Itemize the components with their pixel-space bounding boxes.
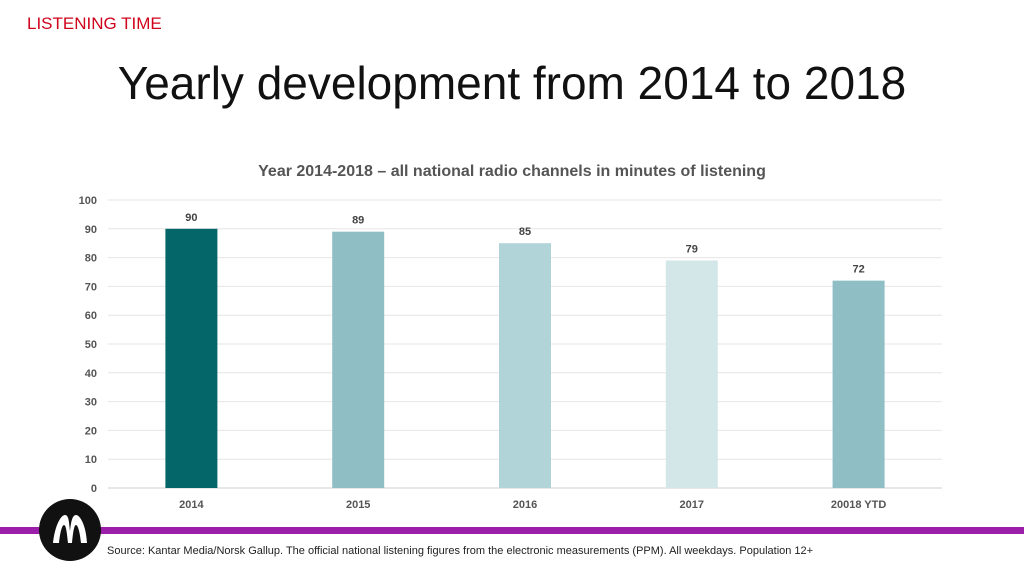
- y-tick-label: 70: [85, 281, 97, 293]
- y-tick-label: 40: [85, 368, 97, 380]
- y-tick-label: 30: [85, 397, 97, 409]
- x-tick-label: 20018 YTD: [831, 499, 887, 511]
- y-tick-label: 90: [85, 224, 97, 236]
- bar: [499, 243, 551, 488]
- page-title: Yearly development from 2014 to 2018: [117, 57, 907, 109]
- section-label: LISTENING TIME: [27, 14, 162, 33]
- data-label: 89: [352, 215, 364, 227]
- x-tick-label: 2015: [346, 499, 370, 511]
- y-tick-label: 20: [85, 425, 97, 437]
- bar: [332, 231, 385, 488]
- bar: [665, 260, 718, 488]
- data-label: 79: [686, 243, 698, 255]
- chart-title: Year 2014-2018 – all national radio chan…: [258, 163, 766, 180]
- footer-divider: [0, 527, 1024, 534]
- y-tick-label: 10: [85, 454, 97, 466]
- y-tick-label: 60: [85, 310, 97, 322]
- x-tick-label: 2014: [179, 499, 204, 511]
- source-note: Source: Kantar Media/Norsk Gallup. The o…: [107, 545, 814, 557]
- y-tick-label: 100: [79, 195, 97, 207]
- bar: [165, 228, 218, 489]
- y-tick-label: 50: [85, 339, 97, 351]
- y-tick-label: 80: [85, 253, 97, 265]
- kantar-logo-icon: [39, 499, 101, 561]
- y-tick-label: 0: [91, 483, 97, 495]
- data-label: 90: [185, 212, 197, 224]
- x-tick-label: 2017: [680, 499, 704, 511]
- data-label: 72: [852, 264, 864, 276]
- x-tick-label: 2016: [513, 499, 537, 511]
- bar: [832, 280, 885, 488]
- data-label: 85: [519, 226, 531, 238]
